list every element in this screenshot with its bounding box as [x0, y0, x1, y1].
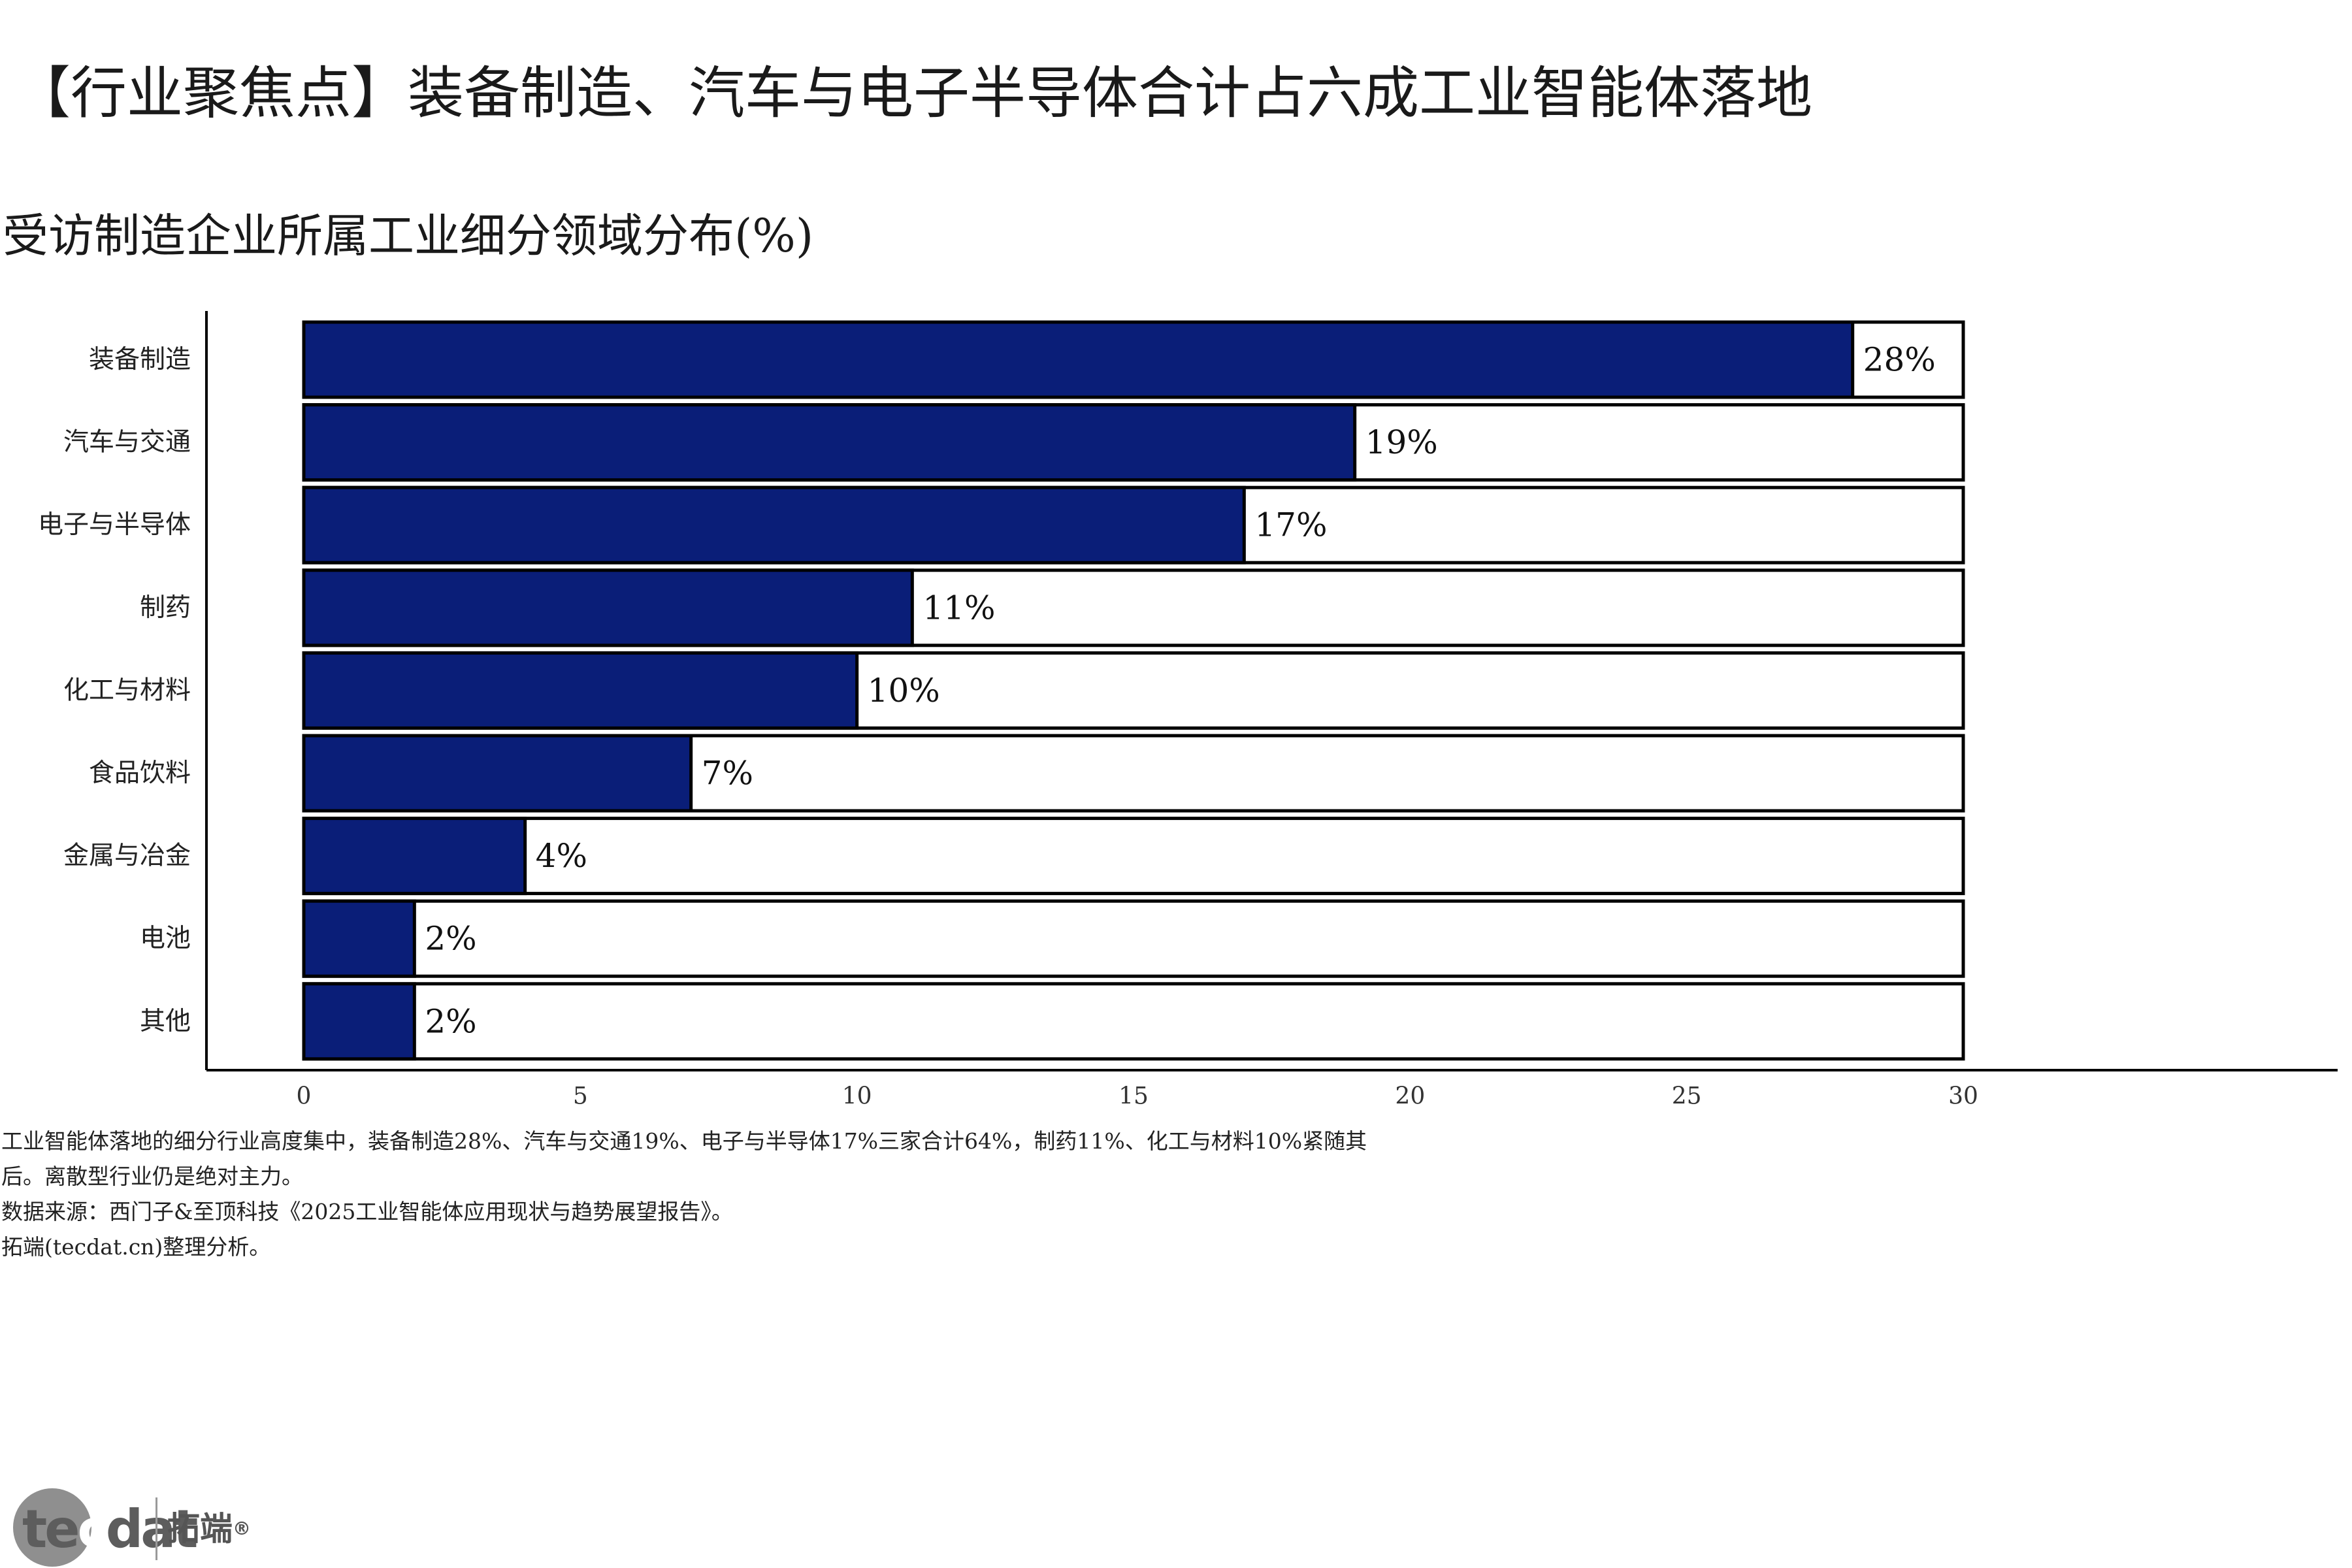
- data-label: 19%: [1365, 423, 1438, 461]
- tecdat-logo: tecdat 拓端®: [13, 1482, 287, 1567]
- category-label: 汽车与交通: [63, 428, 191, 457]
- note-credit: 拓端(tecdat.cn)整理分析。: [1, 1234, 271, 1260]
- bar-chart: 28% 装备制造 19% 汽车与交通 17% 电子与半导体 11% 制药 10% 化工与材料 7% 食…: [38, 311, 2338, 1110]
- x-tick-label: 30: [1948, 1083, 1978, 1110]
- bar: [302, 568, 914, 647]
- bar: [302, 899, 416, 978]
- logo-chinese-name: 拓端®: [167, 1510, 251, 1548]
- note-line-1: 工业智能体落地的细分行业高度集中，装备制造28%、汽车与交通19%、电子与半导体…: [1, 1128, 1367, 1154]
- logo-separator: [155, 1497, 157, 1560]
- background-bar: [302, 817, 1965, 896]
- category-label: 制药: [140, 593, 191, 623]
- page-title: 【行业聚焦点】装备制造、汽车与电子半导体合计占六成工业智能体落地: [14, 61, 1812, 126]
- chart-notes: 工业智能体落地的细分行业高度集中，装备制造28%、汽车与交通19%、电子与半导体…: [1, 1124, 1504, 1265]
- bar: [302, 485, 1246, 564]
- background-bar: [302, 899, 1965, 978]
- category-label: 装备制造: [89, 345, 191, 374]
- bar: [302, 734, 693, 813]
- data-label: 2%: [425, 920, 476, 958]
- chart-subtitle: 受访制造企业所属工业细分领域分布(%): [3, 209, 814, 263]
- x-tick-label: 10: [842, 1083, 872, 1110]
- category-label: 化工与材料: [63, 676, 191, 705]
- data-label: 10%: [868, 672, 940, 710]
- logo-circle: [13, 1488, 91, 1567]
- bar: [302, 403, 1357, 482]
- note-line-2: 后。离散型行业仍是绝对主力。: [1, 1164, 303, 1189]
- x-tick-label: 20: [1395, 1083, 1425, 1110]
- data-label: 17%: [1254, 506, 1327, 544]
- note-source: 数据来源：西门子&至顶科技《2025工业智能体应用现状与趋势展望报告》。: [1, 1199, 733, 1224]
- data-label: 2%: [425, 1002, 476, 1040]
- category-label: 食品饮料: [89, 759, 191, 788]
- bar: [302, 320, 1855, 399]
- category-label: 金属与冶金: [63, 841, 191, 871]
- logo-wordmark: tecdat: [22, 1499, 198, 1560]
- x-tick-label: 25: [1672, 1083, 1702, 1110]
- data-label: 11%: [923, 589, 995, 627]
- bar: [302, 651, 859, 730]
- data-label: 28%: [1863, 341, 1936, 379]
- bar: [302, 982, 416, 1061]
- data-label: 4%: [536, 837, 587, 875]
- data-label: 7%: [702, 755, 753, 792]
- background-bar: [302, 982, 1965, 1061]
- bar: [302, 817, 527, 896]
- category-label: 其他: [140, 1007, 191, 1036]
- x-tick-label: 0: [297, 1083, 312, 1110]
- x-tick-label: 5: [573, 1083, 588, 1110]
- x-tick-label: 15: [1119, 1083, 1149, 1110]
- category-label: 电池: [140, 924, 191, 953]
- category-label: 电子与半导体: [38, 510, 191, 540]
